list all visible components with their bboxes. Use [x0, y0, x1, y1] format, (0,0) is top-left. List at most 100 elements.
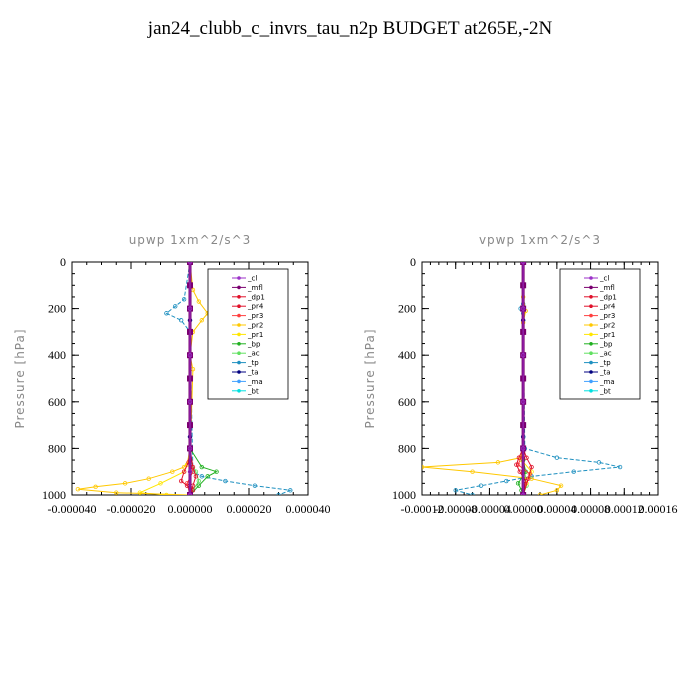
legend-label-ma: _ma [599, 378, 615, 386]
series-point-cl [520, 492, 526, 495]
series-point-bp [214, 469, 219, 474]
series-point-cl [520, 399, 526, 404]
legend-marker-pr2 [589, 323, 593, 327]
series-point-tp [223, 478, 228, 484]
series-point-pr2 [537, 492, 543, 495]
legend-marker-cl [589, 276, 593, 280]
series-point-pr2 [93, 484, 98, 490]
series-point-cl [187, 492, 193, 495]
legend-marker-ta [589, 370, 593, 374]
figure-title: jan24_clubb_c_invrs_tau_n2p BUDGET at265… [147, 18, 553, 39]
legend-label-cl: _cl [599, 275, 609, 283]
legend-label-ta: _ta [599, 369, 611, 377]
series-point-tp [504, 478, 509, 484]
x-tick-label: 0.00000 [504, 502, 543, 516]
legend-marker-dp1 [589, 295, 593, 299]
legend-marker-pr1 [589, 332, 593, 337]
x-tick-label: 0.00012 [605, 502, 644, 516]
y-tick-label: 400 [48, 348, 66, 362]
legend-marker-pr3 [237, 313, 241, 318]
series-point-pr2 [146, 476, 151, 481]
x-tick-label: 0.00016 [639, 502, 678, 516]
legend-label-pr4: _pr4 [247, 303, 264, 311]
y-tick-label: 800 [398, 441, 416, 455]
series-point-pr1 [158, 481, 163, 486]
series-point-cl [520, 353, 526, 358]
legend-marker-mfl [237, 285, 241, 290]
series-point-pr2 [495, 460, 501, 465]
legend-label-pr3: _pr3 [599, 312, 615, 320]
series-point-pr1 [137, 490, 143, 495]
series-point-tp [571, 469, 576, 474]
legend-label-tp: _tp [599, 359, 611, 367]
legend: _cl_mfl_dp1_pr4_pr3_pr2_pr1_bp_ac_tp_ta_… [207, 268, 289, 400]
series-point-ac [196, 478, 202, 484]
series-point-cl [520, 262, 526, 265]
series-point-cl [187, 399, 193, 404]
legend-marker-pr4 [237, 304, 241, 309]
legend-label-pr4: _pr4 [599, 303, 616, 311]
legend-marker-dp1 [237, 295, 241, 299]
legend-marker-ma [237, 379, 241, 384]
series-line-pr2 [422, 262, 563, 495]
y-tick-label: 0 [410, 255, 416, 269]
series-point-cl [187, 469, 193, 474]
panel-title: vpwp 1xm^2/s^3 [479, 233, 601, 247]
series-point-pr2 [196, 299, 202, 304]
legend-marker-ac [237, 351, 241, 356]
legend-marker-bp [589, 342, 593, 346]
legend-marker-ac [589, 351, 593, 356]
series-point-cl [187, 262, 193, 265]
legend-marker-bt [237, 389, 241, 393]
series-point-tp [199, 474, 204, 479]
legend-label-ta: _ta [247, 369, 259, 377]
y-tick-label: 200 [398, 302, 416, 316]
series-point-pr2 [75, 486, 81, 492]
series-point-pr2 [470, 469, 475, 474]
legend-marker-ma [589, 379, 593, 384]
legend-marker-pr3 [589, 313, 593, 318]
legend-marker-pr4 [589, 304, 593, 309]
y-tick-label: 1000 [392, 488, 416, 502]
legend-label-mfl: _mfl [599, 284, 615, 292]
series-point-tp [617, 464, 623, 470]
y-axis-title: Pressure [hPa] [363, 328, 377, 428]
series-point-tp [252, 483, 258, 488]
legend-marker-mfl [589, 285, 593, 290]
series-point-pr2 [199, 318, 204, 323]
legend-marker-cl [237, 276, 241, 280]
legend-label-bp: _bp [599, 340, 613, 348]
legend-box [559, 268, 641, 400]
legend-label-pr3: _pr3 [247, 312, 263, 320]
series-point-pr2 [422, 464, 425, 470]
legend-marker-bp [237, 342, 241, 346]
series-point-tp [181, 297, 187, 302]
y-tick-label: 200 [48, 302, 66, 316]
x-tick-label: -0.000020 [107, 502, 156, 516]
series-point-pr4 [193, 474, 199, 479]
series-point-tp [554, 455, 560, 460]
legend-label-pr2: _pr2 [599, 322, 615, 330]
series-point-cl [187, 306, 193, 311]
series-group [422, 262, 623, 495]
y-tick-label: 1000 [42, 488, 66, 502]
legend-label-pr1: _pr1 [599, 331, 615, 339]
legend-label-cl: _cl [247, 275, 257, 283]
legend-label-dp1: _dp1 [599, 293, 617, 301]
x-tick-label: 0.000020 [227, 502, 272, 516]
series-point-tp [173, 304, 178, 309]
legend-label-ac: _ac [247, 350, 260, 358]
series-point-bp [205, 474, 210, 479]
legend: _cl_mfl_dp1 _pr4_pr3 _pr2_pr1_bp _ac_tp _ta_… [559, 268, 641, 400]
series-line-pr1 [137, 262, 191, 495]
legend-label-ma: _ma [247, 378, 263, 386]
series-point-cl [187, 353, 193, 358]
series-point-cl [187, 446, 193, 451]
series-point-bp [196, 483, 202, 488]
x-tick-label: 0.000040 [286, 502, 331, 516]
series-point-pr1 [164, 492, 169, 495]
legend-label-ac: _ac [599, 350, 612, 358]
legend-label-mfl: _mfl [247, 284, 263, 292]
legend-marker-ta [237, 370, 241, 374]
legend-label-bp: _bp [247, 340, 261, 348]
